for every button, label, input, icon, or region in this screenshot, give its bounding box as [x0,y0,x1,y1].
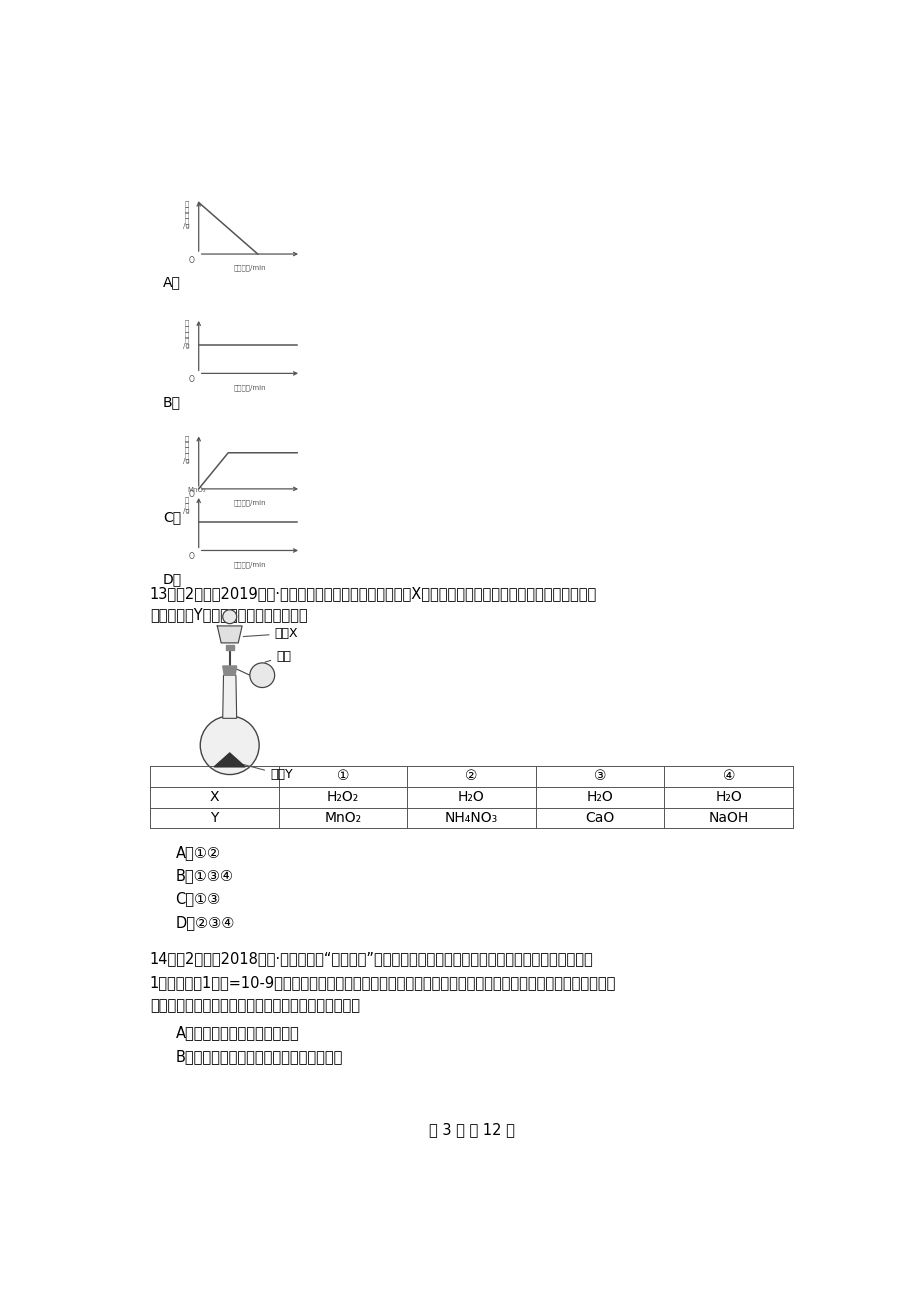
Text: B．分子机器驱动过程中，发生了化学变化: B．分子机器驱动过程中，发生了化学变化 [176,1049,343,1065]
Text: O: O [188,255,194,264]
Text: 量: 量 [184,337,188,344]
Polygon shape [214,753,245,767]
Text: 气: 气 [184,435,188,441]
Text: A．肉眼能直接观察到分子机器: A．肉眼能直接观察到分子机器 [176,1025,299,1040]
Text: NH₄NO₃: NH₄NO₃ [445,811,497,825]
Text: B．: B． [163,395,181,409]
Text: A．: A． [163,276,181,289]
Text: 液体X: 液体X [243,628,298,641]
Text: ②: ② [465,769,477,784]
Text: /g: /g [183,508,189,514]
Text: 固: 固 [184,201,188,207]
Text: 做功。下列关于分子机器的说法中，正确的是（　　）: 做功。下列关于分子机器的说法中，正确的是（ ） [150,997,359,1013]
Text: C．①③: C．①③ [176,892,221,906]
Text: 液体和固体Y的组合，正确的是（　　）: 液体和固体Y的组合，正确的是（ ） [150,608,307,622]
Text: 体: 体 [184,441,188,448]
Text: 1纳米左右（1纳米=10-9米）。它的驱动方式是通过外部刺激（如电能、光照等）使分子结构发生改变，从而对外: 1纳米左右（1纳米=10-9米）。它的驱动方式是通过外部刺激（如电能、光照等）使… [150,975,616,990]
Text: 固体Y: 固体Y [243,764,292,781]
Text: 第 3 页 共 12 页: 第 3 页 共 12 页 [428,1122,514,1137]
Text: 量: 量 [184,503,188,509]
Text: C．: C． [163,510,181,525]
Text: 反应时间/min: 反应时间/min [233,384,266,391]
Text: ③: ③ [594,769,606,784]
Text: /g: /g [183,342,189,349]
Text: 14．（2分）（2018九上·昌平期末）“分子机器”是指在分子尺寸上制造的一类分子器件，其长短仅相当于: 14．（2分）（2018九上·昌平期末）“分子机器”是指在分子尺寸上制造的一类分… [150,952,593,966]
Text: O: O [188,491,194,500]
Text: 量: 量 [184,452,188,458]
Text: 质: 质 [184,447,188,453]
Polygon shape [225,646,233,650]
Text: A．①②: A．①② [176,845,221,861]
Text: NaOH: NaOH [708,811,748,825]
Text: X: X [210,790,219,805]
Text: O: O [188,552,194,561]
Polygon shape [222,667,236,676]
Text: /g: /g [183,223,189,229]
Polygon shape [217,626,242,643]
Text: 反应时间/min: 反应时间/min [233,264,266,271]
Text: 质: 质 [184,212,188,219]
Circle shape [222,609,236,624]
Text: ①: ① [336,769,348,784]
Text: H₂O₂: H₂O₂ [326,790,358,805]
Text: 体: 体 [184,206,188,212]
Text: 量: 量 [184,217,188,224]
Text: 反应时间/min: 反应时间/min [233,561,266,568]
Text: D．: D． [163,572,182,586]
Text: CaO: CaO [584,811,614,825]
Polygon shape [222,676,236,719]
Text: H₂O: H₂O [715,790,742,805]
Text: Y: Y [210,811,218,825]
Text: 体: 体 [184,326,188,332]
Text: 反应时间/min: 反应时间/min [233,500,266,506]
Text: 固: 固 [184,319,188,326]
Circle shape [200,716,259,775]
Text: 质: 质 [184,331,188,337]
Circle shape [250,663,275,687]
Text: 13．（2分）（2019九下·巴东期中）如图所示，将少量液体X加入到烧瓶中，观察到气球逐渐膨胀。下表中: 13．（2分）（2019九下·巴东期中）如图所示，将少量液体X加入到烧瓶中，观察… [150,586,596,602]
Text: D．②③④: D．②③④ [176,915,234,930]
Text: H₂O: H₂O [458,790,484,805]
Text: 质: 质 [184,496,188,503]
Text: MnO₂: MnO₂ [323,811,361,825]
Text: B．①③④: B．①③④ [176,868,233,884]
Text: MnO₂: MnO₂ [187,487,206,493]
Text: 气球: 气球 [265,650,291,663]
Text: H₂O: H₂O [586,790,613,805]
Text: ④: ④ [721,769,734,784]
Text: /g: /g [183,458,189,464]
Text: O: O [188,375,194,384]
